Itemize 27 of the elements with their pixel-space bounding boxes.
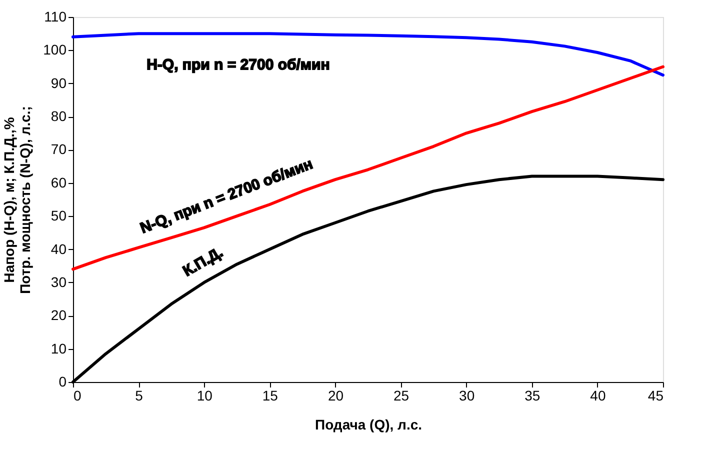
annotation: H-Q, при n = 2700 об/мин [146, 56, 330, 74]
y-tick-label: 70 [50, 141, 67, 158]
x-tick-label: 45 [648, 388, 664, 404]
x-tick-label: 10 [196, 388, 213, 404]
y-tick-label: 0 [58, 374, 67, 390]
y-tick-label: 20 [50, 307, 67, 324]
y-tick-label: 40 [50, 240, 67, 257]
x-tick-label: 15 [262, 388, 278, 404]
x-tick-label: 35 [524, 388, 540, 404]
x-tick-label: 30 [459, 388, 475, 404]
y-axis-title: Напор (H-Q), м; К.П.Д.,% Потр. мощность (N-Q), л.с.; [1, 106, 34, 294]
y-tick-label: 10 [50, 340, 67, 356]
line-series [72, 32, 664, 77]
annotation: N-Q, при n = 2700 об/мин [138, 156, 316, 238]
x-axis-title: Подача (Q), л.с. [314, 416, 422, 432]
x-tick-label: 0 [74, 388, 82, 404]
y-tick-label: 30 [50, 274, 67, 290]
x-tick-label: 20 [328, 388, 344, 404]
x-tick-label: 5 [135, 388, 144, 404]
x-tick-label: 40 [590, 388, 606, 404]
y-tick-label: 50 [50, 208, 67, 224]
y-tick-label: 80 [50, 108, 67, 124]
y-tick-label: 110 [44, 8, 67, 24]
y-tick-label: 100 [43, 42, 67, 58]
x-tick-label: 25 [393, 388, 410, 404]
y-tick-label: 60 [50, 174, 67, 190]
y-tick-label: 90 [50, 74, 67, 91]
